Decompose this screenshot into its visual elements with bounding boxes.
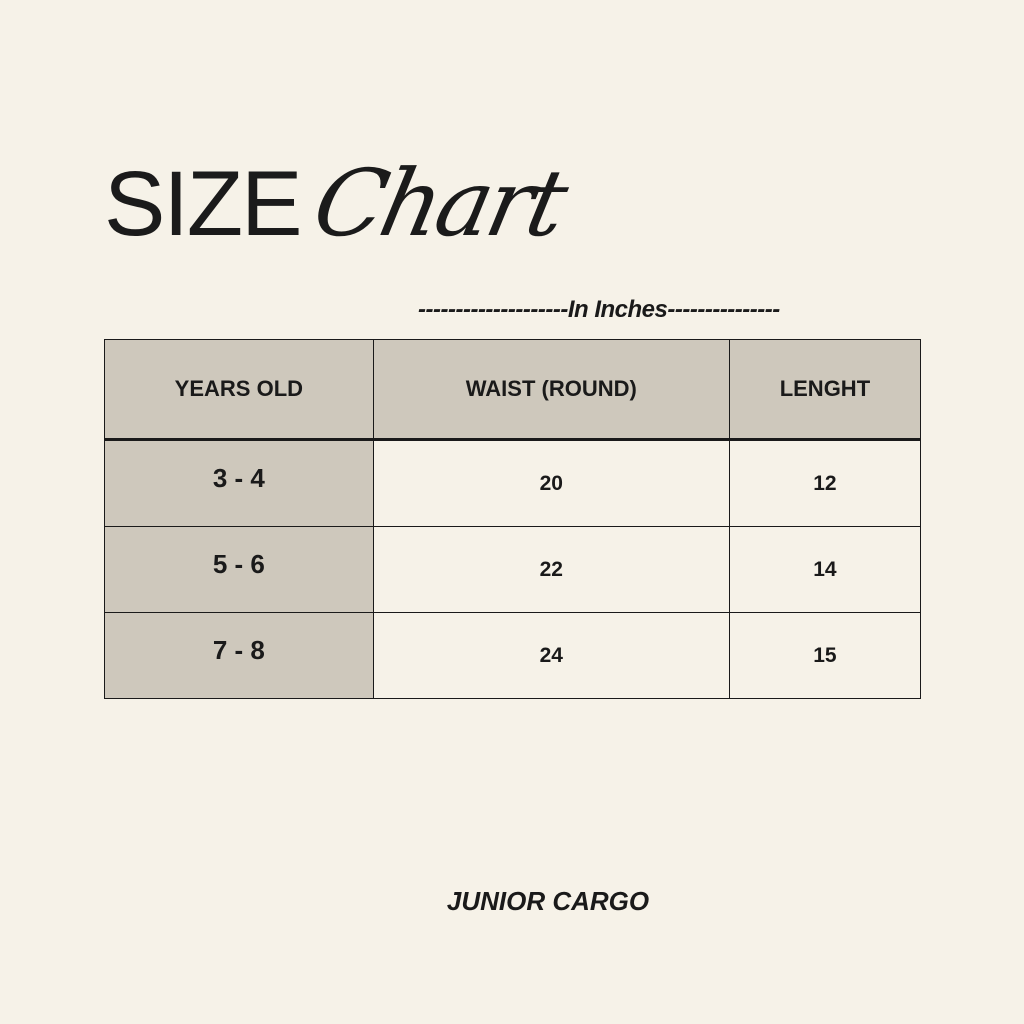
header-length: LENGHT	[728, 339, 922, 441]
page-title: SIZE Chart	[104, 140, 573, 257]
cell-length: 12	[728, 439, 922, 527]
cell-length: 14	[728, 526, 922, 613]
cell-waist: 20	[372, 439, 730, 527]
cell-waist: 24	[372, 612, 730, 699]
cell-age: 5 - 6	[104, 526, 374, 613]
header-waist: WAIST (ROUND)	[372, 339, 730, 441]
header-years-old: YEARS OLD	[104, 339, 374, 441]
table-row: 3 - 4 20 12	[104, 439, 922, 527]
cell-length: 15	[728, 612, 922, 699]
cell-waist: 22	[372, 526, 730, 613]
cell-age: 3 - 4	[104, 439, 374, 527]
title-chart-script: Chart	[305, 150, 574, 257]
unit-note: --------------------In Inches-----------…	[418, 296, 780, 323]
title-size: SIZE	[104, 153, 302, 255]
table-header-row: YEARS OLD WAIST (ROUND) LENGHT	[104, 339, 922, 441]
table-row: 7 - 8 24 15	[104, 612, 922, 699]
product-name: JUNIOR CARGO	[446, 886, 650, 916]
size-table: YEARS OLD WAIST (ROUND) LENGHT 3 - 4 20 …	[104, 339, 922, 699]
cell-age: 7 - 8	[104, 612, 374, 699]
table-row: 5 - 6 22 14	[104, 526, 922, 613]
